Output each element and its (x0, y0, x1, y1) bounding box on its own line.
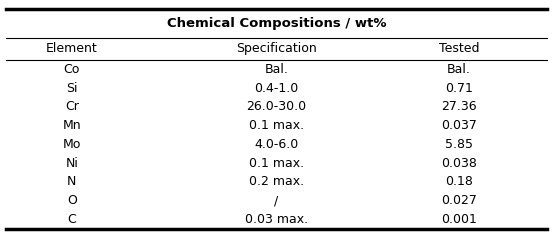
Text: 26.0-30.0: 26.0-30.0 (247, 100, 306, 113)
Text: Specification: Specification (236, 42, 317, 55)
Text: 0.71: 0.71 (445, 82, 473, 95)
Text: Tested: Tested (439, 42, 479, 55)
Text: 4.0-6.0: 4.0-6.0 (254, 138, 299, 151)
Text: 27.36: 27.36 (441, 100, 477, 113)
Text: Bal.: Bal. (447, 63, 471, 76)
Text: 0.1 max.: 0.1 max. (249, 119, 304, 132)
Text: 0.038: 0.038 (441, 157, 477, 170)
Text: 5.85: 5.85 (445, 138, 473, 151)
Text: 0.4-1.0: 0.4-1.0 (254, 82, 299, 95)
Text: 0.03 max.: 0.03 max. (245, 213, 308, 226)
Text: Si: Si (66, 82, 77, 95)
Text: 0.037: 0.037 (441, 119, 477, 132)
Text: 0.18: 0.18 (445, 176, 473, 189)
Text: Co: Co (64, 63, 80, 76)
Text: Element: Element (46, 42, 98, 55)
Text: C: C (67, 213, 76, 226)
Text: 0.2 max.: 0.2 max. (249, 176, 304, 189)
Text: N: N (67, 176, 76, 189)
Text: Mo: Mo (62, 138, 81, 151)
Text: 0.1 max.: 0.1 max. (249, 157, 304, 170)
Text: 0.001: 0.001 (441, 213, 477, 226)
Text: 0.027: 0.027 (441, 194, 477, 207)
Text: /: / (274, 194, 279, 207)
Text: Cr: Cr (65, 100, 79, 113)
Text: Mn: Mn (62, 119, 81, 132)
Text: Bal.: Bal. (264, 63, 289, 76)
Text: O: O (67, 194, 77, 207)
Text: Chemical Compositions / wt%: Chemical Compositions / wt% (167, 17, 386, 30)
Text: Ni: Ni (65, 157, 79, 170)
